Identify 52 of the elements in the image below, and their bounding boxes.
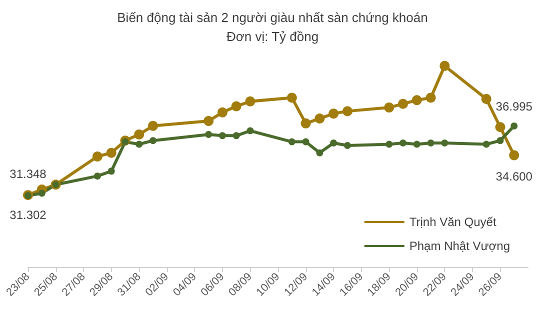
point — [245, 96, 256, 106]
point — [205, 130, 212, 138]
point — [398, 98, 408, 109]
point — [495, 122, 506, 132]
point — [302, 138, 310, 146]
point — [94, 172, 101, 180]
point — [509, 150, 520, 160]
point — [38, 190, 46, 197]
point — [328, 108, 339, 119]
point — [510, 122, 518, 130]
point — [413, 140, 420, 148]
point — [231, 101, 242, 112]
point — [496, 137, 504, 144]
point — [342, 106, 352, 116]
point — [427, 140, 434, 147]
point — [246, 127, 254, 134]
point — [150, 137, 156, 144]
point — [344, 142, 351, 149]
point — [441, 140, 448, 147]
point — [300, 118, 311, 128]
point — [316, 149, 324, 156]
point — [108, 168, 115, 175]
chart-subtitle: Đơn vị: Tỷ đồng — [226, 29, 319, 44]
point — [148, 120, 158, 131]
point — [106, 148, 116, 158]
point — [314, 114, 325, 124]
point — [330, 140, 338, 147]
data-label: 31.348 — [10, 167, 47, 182]
point — [288, 138, 296, 146]
point — [400, 140, 406, 147]
point — [384, 102, 394, 113]
point — [386, 140, 393, 148]
point — [286, 92, 297, 103]
point — [232, 132, 240, 140]
point — [122, 138, 129, 146]
point — [134, 129, 144, 140]
data-label: 34.600 — [496, 169, 533, 184]
point — [481, 94, 492, 104]
point — [218, 132, 226, 140]
point — [136, 140, 143, 148]
point — [440, 60, 450, 71]
point — [217, 107, 228, 118]
point — [204, 116, 214, 126]
legend-label: Phạm Nhật Vượng — [409, 239, 510, 253]
data-label: 31.302 — [10, 208, 47, 222]
point — [426, 92, 436, 103]
point — [482, 140, 490, 148]
data-label: 36.995 — [496, 99, 533, 114]
point — [412, 95, 422, 106]
point — [92, 151, 102, 162]
chart-title: Biến động tài sản 2 người giàu nhất sàn chứng khoán — [117, 10, 428, 25]
legend-label: Trịnh Văn Quyết — [409, 215, 497, 229]
